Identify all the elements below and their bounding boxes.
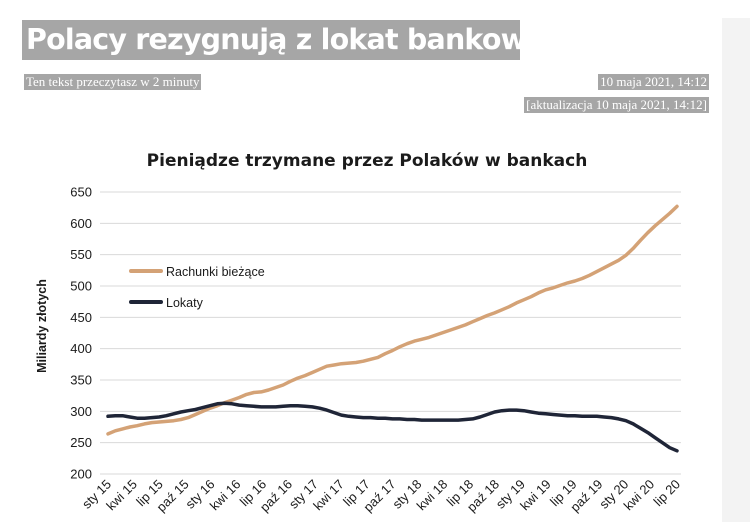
legend-label-lokaty: Lokaty [166, 296, 204, 310]
y-tick-label: 450 [70, 310, 92, 325]
y-tick-label: 300 [70, 404, 92, 419]
read-time: Ten tekst przeczytasz w 2 minuty [24, 74, 202, 90]
y-tick-label: 350 [70, 373, 92, 388]
right-sidebar [722, 18, 750, 522]
legend: Rachunki bieżące Lokaty [129, 265, 265, 310]
y-axis-ticks: 200 250 300 350 400 450 500 550 600 650 [70, 185, 92, 482]
series-line-lokaty [106, 401, 679, 453]
update-date: [aktualizacja 10 maja 2021, 14:12] [524, 97, 709, 113]
y-tick-label: 500 [70, 279, 92, 294]
x-tick-label: lip 20 [651, 477, 684, 510]
article-headline: Polacy rezygnują z lokat bankowych [22, 20, 520, 60]
publish-date: 10 maja 2021, 14:12 [598, 74, 709, 90]
y-tick-label: 250 [70, 435, 92, 450]
y-tick-label: 650 [70, 185, 92, 200]
y-tick-label: 550 [70, 247, 92, 262]
legend-label-rachunki: Rachunki bieżące [166, 265, 265, 279]
y-tick-label: 600 [70, 216, 92, 231]
chart-title: Pieniądze trzymane przez Polaków w banka… [147, 151, 588, 171]
y-axis-label: Miliardy złotych [35, 279, 49, 373]
savings-line-chart: Pieniądze trzymane przez Polaków w banka… [35, 151, 683, 515]
series-lines [106, 204, 679, 453]
gridlines [100, 191, 681, 475]
y-tick-label: 200 [70, 467, 92, 482]
y-tick-label: 400 [70, 341, 92, 356]
series-line-rachunki [106, 204, 679, 436]
